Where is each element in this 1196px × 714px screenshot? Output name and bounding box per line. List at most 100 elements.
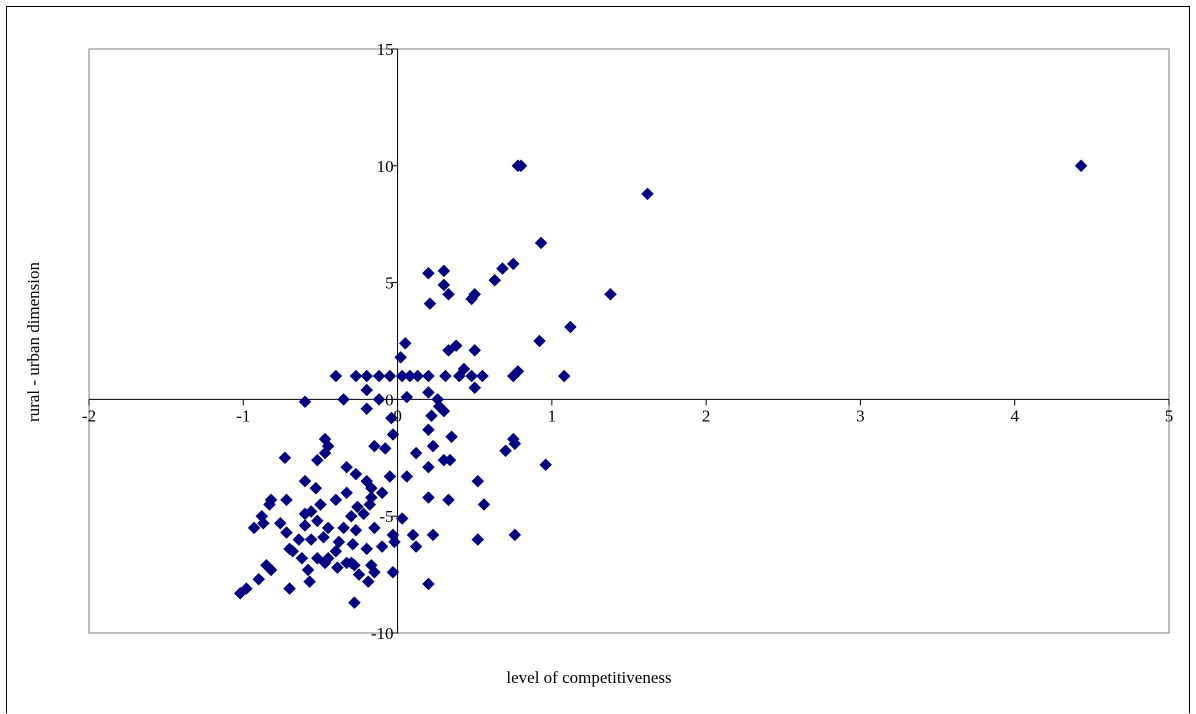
data-point (437, 278, 451, 292)
data-point (409, 540, 423, 553)
data-point (477, 498, 491, 511)
data-point (423, 297, 437, 310)
data-point (310, 551, 324, 565)
x-tick-label: 0 (393, 406, 402, 425)
data-point (368, 565, 381, 579)
data-point (422, 577, 435, 591)
data-point (506, 257, 520, 271)
data-point (360, 369, 374, 383)
data-point (360, 402, 374, 416)
data-point (368, 521, 381, 535)
data-point (443, 453, 457, 467)
data-point (321, 521, 335, 535)
plot-area (88, 48, 1170, 634)
data-point (422, 266, 435, 280)
data-point (351, 500, 364, 514)
data-point (329, 493, 343, 507)
data-point (398, 336, 412, 350)
data-point (286, 544, 300, 558)
data-point (400, 390, 414, 404)
data-point (280, 526, 293, 539)
data-point (317, 530, 330, 544)
data-point (247, 521, 261, 535)
y-tick-label: -10 (371, 624, 394, 643)
data-point (437, 404, 451, 418)
data-point (329, 369, 343, 383)
data-point (439, 369, 452, 383)
data-point (496, 262, 509, 275)
data-point (641, 187, 654, 201)
data-point (442, 287, 455, 301)
data-point (406, 528, 420, 542)
data-point (557, 369, 571, 383)
data-point (385, 411, 398, 425)
data-point (349, 369, 363, 383)
data-point (352, 568, 366, 581)
data-point (349, 523, 363, 537)
data-point (422, 423, 435, 437)
data-point (278, 451, 292, 465)
x-tick-label: -1 (236, 406, 250, 425)
data-point (468, 381, 482, 395)
data-point (292, 533, 306, 546)
x-tick-label: 1 (548, 406, 557, 425)
data-point (360, 542, 374, 556)
x-tick-label: -2 (82, 406, 96, 425)
data-point (457, 362, 471, 376)
data-point (422, 460, 435, 474)
data-point (349, 467, 363, 481)
data-point (471, 474, 485, 488)
data-point (331, 561, 344, 574)
data-point (514, 159, 528, 173)
data-point (303, 575, 316, 588)
data-point (256, 516, 270, 530)
data-point (357, 507, 370, 521)
data-point (375, 540, 389, 553)
data-point (422, 369, 435, 383)
y-tick-label: -5 (379, 507, 393, 526)
data-point (301, 563, 315, 577)
data-point (394, 350, 408, 364)
data-point (508, 437, 522, 451)
data-point (273, 516, 287, 530)
data-point (386, 428, 400, 441)
data-point (508, 528, 522, 542)
data-point (395, 512, 409, 525)
data-point (445, 430, 458, 444)
data-point (304, 533, 318, 546)
data-point (411, 369, 424, 383)
chart-frame: -2 -1 0 1 2 3 4 5 15 10 5 0 -5 -10 level of competiti… (6, 6, 1190, 713)
data-point (295, 551, 309, 565)
data-point (360, 383, 374, 397)
data-point (340, 460, 354, 474)
data-point (368, 439, 381, 453)
data-point (263, 498, 276, 511)
data-point (337, 521, 350, 535)
data-point (425, 409, 438, 423)
x-axis-title: level of competitiveness (506, 668, 671, 687)
y-tick-label: 10 (377, 157, 394, 176)
data-point (604, 287, 617, 301)
data-point (468, 343, 482, 357)
data-point (499, 444, 512, 458)
data-point (564, 320, 577, 334)
data-point (383, 369, 397, 383)
data-point (539, 458, 553, 472)
data-point (252, 572, 266, 586)
data-point (468, 287, 482, 301)
data-point (310, 453, 324, 467)
data-point (314, 498, 327, 511)
data-point (344, 509, 358, 523)
data-point (346, 537, 360, 551)
data-point (348, 596, 361, 609)
data-point (426, 528, 440, 542)
data-point (449, 339, 463, 353)
y-axis-title: rural - urban dimension (24, 261, 43, 422)
data-point (337, 393, 350, 406)
data-point (361, 575, 375, 588)
data-point (386, 565, 400, 579)
data-point (329, 544, 343, 558)
data-point (372, 369, 386, 383)
